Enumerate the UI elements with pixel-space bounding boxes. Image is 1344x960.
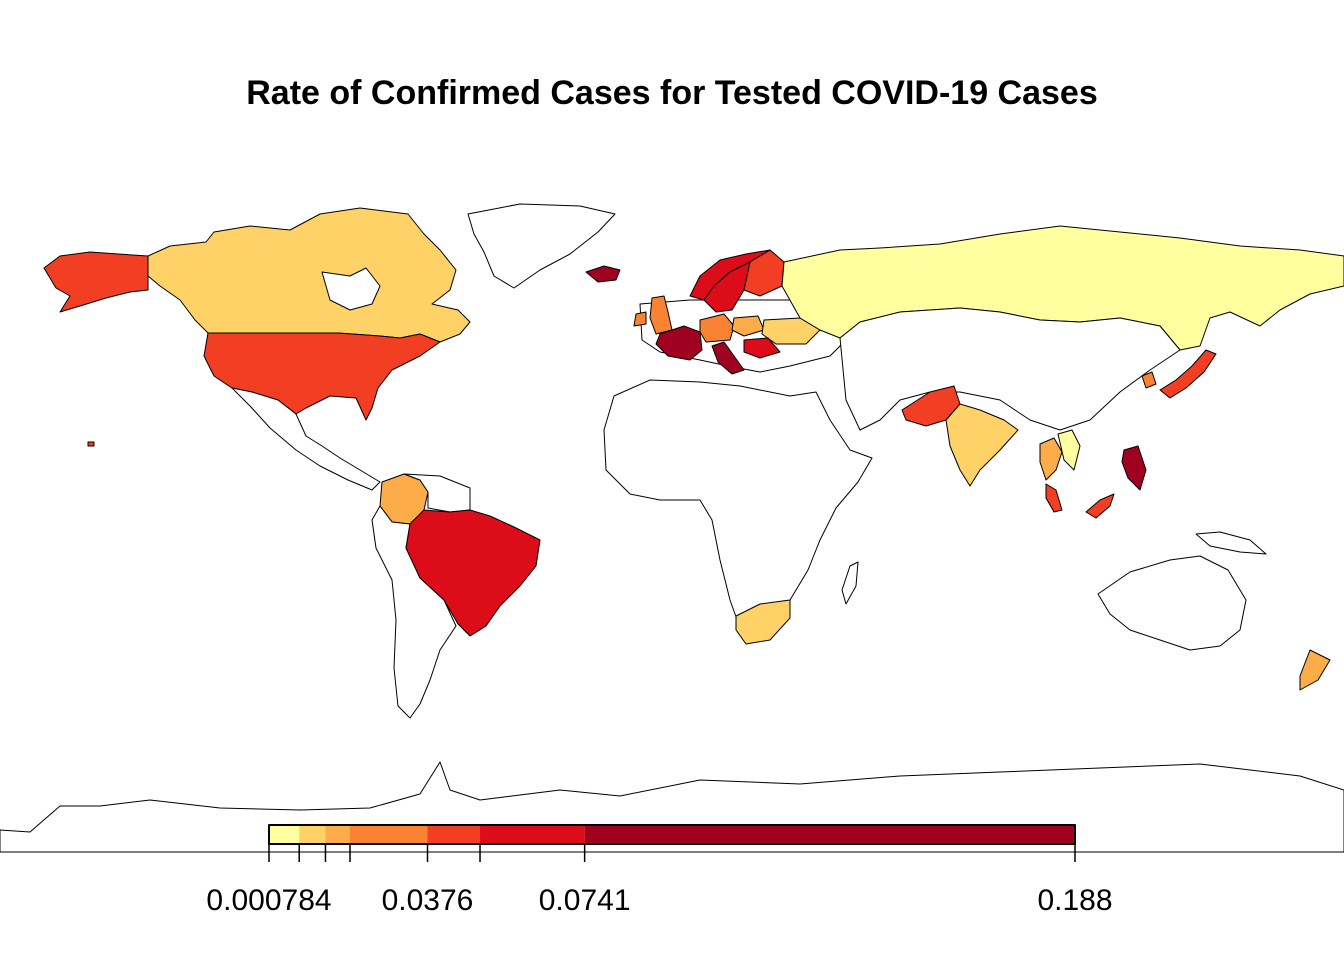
map-title: Rate of Confirmed Cases for Tested COVID… bbox=[246, 74, 1098, 112]
hawaii bbox=[87, 441, 95, 447]
country-poland bbox=[731, 315, 765, 337]
country-vietnam bbox=[1057, 429, 1081, 471]
madagascar bbox=[841, 561, 859, 605]
country-italy bbox=[711, 341, 745, 375]
legend-swatch bbox=[480, 825, 585, 844]
legend-tick-label: 0.0376 bbox=[381, 884, 474, 917]
legend-swatch bbox=[427, 825, 481, 844]
legend-swatch bbox=[350, 825, 428, 844]
legend-swatch bbox=[299, 825, 326, 844]
country-germany bbox=[699, 313, 735, 343]
legend-swatch bbox=[269, 825, 300, 844]
hudson-bay bbox=[321, 267, 381, 311]
mexico bbox=[231, 387, 381, 491]
new-guinea bbox=[1195, 531, 1267, 555]
legend-swatch bbox=[584, 825, 1075, 844]
country-thailand bbox=[1039, 437, 1063, 481]
country-france bbox=[655, 325, 703, 361]
asia-other bbox=[839, 307, 1181, 431]
country-ireland bbox=[633, 311, 647, 327]
country-malaysia bbox=[1045, 483, 1063, 513]
country-malaysia-borneo bbox=[1085, 493, 1115, 519]
legend-swatch bbox=[325, 825, 351, 844]
legend-tick-label: 0.0741 bbox=[538, 884, 631, 917]
country-japan bbox=[1159, 349, 1217, 399]
legend-frame bbox=[268, 824, 1076, 845]
country-usa bbox=[203, 332, 441, 421]
country-india bbox=[945, 403, 1019, 487]
legend-tick-label: 0.000784 bbox=[206, 884, 332, 917]
country-alaska bbox=[43, 251, 149, 313]
africa bbox=[603, 379, 873, 629]
legend-bar bbox=[268, 824, 1076, 862]
country-south-africa bbox=[735, 599, 791, 645]
legend-tick-label: 0.188 bbox=[1037, 884, 1113, 917]
country-brazil bbox=[405, 509, 541, 637]
country-south-korea bbox=[1141, 371, 1157, 389]
country-new-zealand bbox=[1299, 649, 1331, 691]
balkans bbox=[743, 337, 781, 359]
greenland bbox=[467, 203, 616, 289]
country-iceland bbox=[585, 265, 621, 283]
country-philippines bbox=[1121, 445, 1147, 491]
australia bbox=[1097, 555, 1247, 651]
country-canada bbox=[147, 207, 471, 343]
